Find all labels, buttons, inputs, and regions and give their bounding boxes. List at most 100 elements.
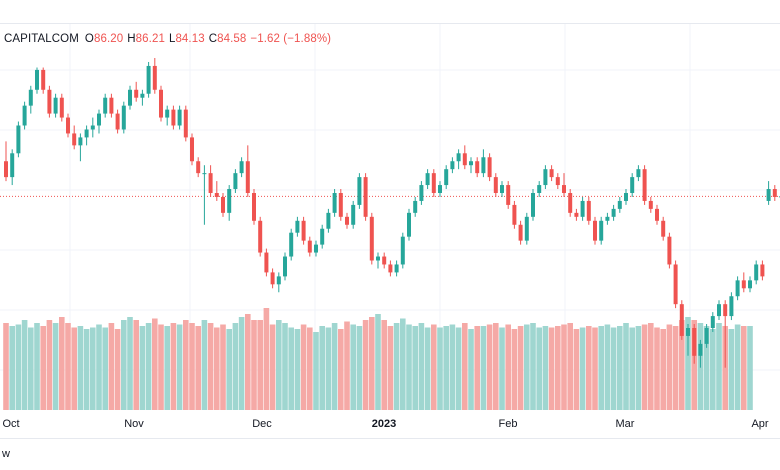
candle-body: [171, 109, 176, 126]
candle-body: [134, 89, 139, 98]
candle-body: [450, 161, 455, 170]
volume-bar: [443, 326, 449, 410]
volume-bar: [381, 320, 387, 410]
candle-body: [338, 193, 343, 217]
volume-bar: [728, 329, 735, 410]
volume-bar: [121, 320, 127, 410]
volume-bar: [530, 323, 536, 410]
candle-body: [351, 204, 356, 225]
volume-bar: [635, 326, 642, 410]
candle-body: [624, 193, 628, 201]
volume-bar: [108, 323, 115, 410]
candle-body: [208, 173, 213, 193]
low-label: L: [168, 33, 176, 45]
candle-body: [183, 109, 188, 138]
volume-bar: [238, 317, 245, 410]
volume-bar: [362, 320, 369, 410]
volume-bar: [263, 308, 270, 410]
candle-body: [177, 109, 182, 126]
candle-body: [679, 304, 684, 336]
candle-body: [760, 264, 765, 277]
volume-bar: [226, 329, 232, 410]
candle-body: [586, 200, 591, 221]
candle-body: [283, 256, 287, 277]
symbol-name: CAPITALCOM: [4, 33, 79, 45]
x-axis: Oct Nov Dec 2023 Feb Mar Apr: [2, 418, 768, 430]
volume-bar: [139, 326, 146, 410]
candle-body: [555, 177, 560, 186]
candle-body: [425, 173, 430, 186]
candle-body: [692, 328, 697, 356]
candle-body: [407, 212, 411, 237]
candle-body: [729, 296, 734, 317]
volume-bar: [232, 323, 239, 410]
candle-body: [524, 216, 529, 241]
candle-body: [574, 212, 579, 217]
volume-bar: [654, 327, 660, 410]
candle-body: [462, 153, 467, 166]
candle-body: [617, 200, 622, 209]
volume-bar: [21, 320, 28, 410]
volume-bar: [294, 329, 301, 410]
candle-body: [630, 177, 635, 193]
volume-bar: [96, 324, 102, 410]
volume-bar: [52, 323, 59, 410]
candle-body: [500, 185, 504, 193]
volume-bar: [449, 324, 456, 410]
volume-bar: [83, 329, 90, 410]
volume-bar: [344, 321, 350, 410]
volume-bar: [59, 317, 65, 410]
volume-bar: [325, 327, 332, 410]
candles: [4, 58, 780, 368]
volume-bar: [703, 326, 710, 410]
volume-bar: [338, 329, 344, 410]
candle-body: [53, 97, 58, 114]
candle-body: [35, 69, 39, 90]
candle-body: [388, 264, 393, 273]
volume-bar: [567, 323, 573, 410]
volume-bar: [734, 324, 741, 410]
volume-bar: [586, 326, 592, 410]
candle-body: [221, 196, 225, 213]
volume-bar: [65, 323, 71, 410]
candle-body: [748, 280, 752, 289]
candle-body: [295, 220, 300, 233]
volume-bar: [102, 327, 108, 410]
volume-bar: [34, 323, 40, 410]
volume-bar: [660, 329, 666, 410]
candle-body: [301, 220, 306, 241]
candle-body: [549, 169, 554, 178]
candle-body: [469, 161, 473, 166]
low-value: 84.13: [175, 33, 205, 45]
candle-body: [475, 161, 480, 174]
volume-bar: [604, 324, 611, 410]
candle-body: [772, 189, 777, 197]
candle-body: [264, 252, 269, 273]
candle-body: [394, 264, 399, 273]
candle-body: [506, 185, 511, 205]
candle-body: [400, 236, 405, 265]
candle-body: [41, 69, 46, 90]
candle-body: [438, 185, 442, 193]
volume-bar: [598, 326, 604, 410]
x-tick-label: Feb: [499, 418, 518, 430]
volume-bar: [592, 327, 598, 410]
volume-bar: [536, 327, 542, 410]
open-value: 86.20: [93, 33, 124, 45]
candle-body: [59, 97, 64, 118]
high-label: H: [127, 33, 136, 45]
candle-body: [159, 89, 163, 118]
volume-bar: [393, 323, 400, 410]
volume-bar: [474, 326, 480, 410]
candle-body: [128, 89, 132, 106]
x-tick-label: Nov: [124, 418, 144, 430]
candlestick-chart[interactable]: Oct Nov Dec 2023 Feb Mar Apr: [0, 0, 780, 440]
candle-body: [320, 228, 325, 245]
volume-bar: [561, 324, 567, 410]
volume-bar: [505, 324, 511, 410]
volume-bar: [741, 326, 747, 410]
candle-body: [667, 236, 672, 265]
close-label: C: [208, 33, 218, 45]
volume-bar: [77, 326, 84, 410]
candle-body: [376, 256, 380, 261]
